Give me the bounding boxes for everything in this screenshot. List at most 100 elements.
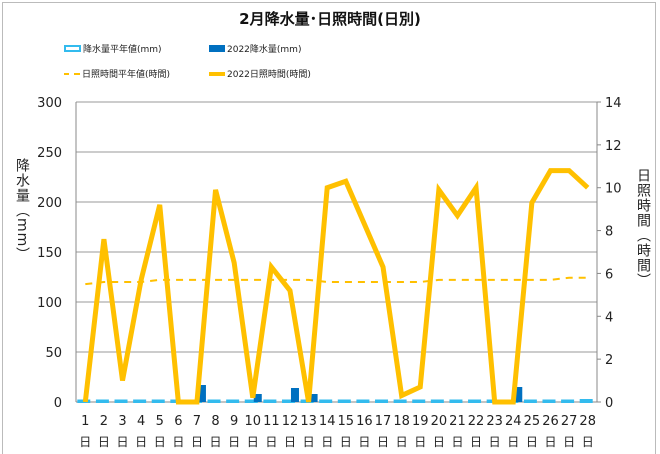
x-tick-suffix: 日: [154, 435, 166, 449]
y-right-tick-label: 10: [605, 182, 622, 197]
y-left-tick-label: 250: [37, 146, 62, 161]
bar-precip-normal: [226, 399, 240, 403]
x-tick-suffix: 日: [303, 435, 315, 449]
bar-precip-2022: [253, 394, 262, 402]
x-tick-label: 12: [282, 414, 299, 429]
x-tick-suffix: 日: [284, 435, 296, 449]
x-tick-suffix: 日: [321, 435, 333, 449]
x-tick-suffix: 日: [470, 435, 482, 449]
x-tick-suffix: 日: [340, 435, 352, 449]
x-tick-label: 21: [449, 414, 466, 429]
x-tick-label: 19: [412, 414, 429, 429]
x-tick-label: 10: [244, 414, 261, 429]
x-tick-label: 13: [300, 414, 317, 429]
y-right-tick-label: 8: [605, 225, 613, 240]
bar-precip-normal: [579, 399, 593, 403]
x-tick-label: 17: [375, 414, 392, 429]
x-tick-suffix: 日: [247, 435, 259, 449]
x-tick-suffix: 日: [451, 435, 463, 449]
x-tick-suffix: 日: [172, 435, 184, 449]
x-tick-suffix: 日: [135, 435, 147, 449]
x-tick-label: 3: [118, 414, 126, 429]
x-tick-label: 25: [524, 414, 541, 429]
legend-item-precip-2022: 2022降水量(mm): [209, 42, 301, 55]
bar-precip-normal: [393, 399, 407, 403]
x-tick-label: 23: [486, 414, 503, 429]
x-tick-label: 28: [579, 414, 596, 429]
legend-swatch: [209, 71, 225, 76]
y-right-tick-label: 6: [605, 267, 613, 282]
bar-precip-normal: [412, 399, 426, 403]
bar-precip-normal: [356, 399, 370, 403]
bar-precip-normal: [542, 399, 556, 403]
x-tick-suffix: 日: [358, 435, 370, 449]
y-left-tick-label: 200: [37, 196, 62, 211]
x-tick-suffix: 日: [396, 435, 408, 449]
x-tick-label: 22: [468, 414, 485, 429]
x-tick-suffix: 日: [117, 435, 129, 449]
legend-swatch: [64, 45, 81, 52]
x-tick-label: 14: [319, 414, 336, 429]
bar-precip-normal: [449, 399, 463, 403]
legend-swatch: [209, 45, 225, 52]
x-tick-label: 26: [542, 414, 559, 429]
legend-label: 日照時間平年値(時間): [82, 70, 171, 80]
y-right-tick-label: 14: [605, 96, 622, 111]
legend-label: 降水量平年値(mm): [83, 45, 162, 55]
x-tick-label: 15: [338, 414, 355, 429]
x-tick-label: 8: [211, 414, 219, 429]
x-tick-label: 4: [137, 414, 145, 429]
bar-precip-normal: [151, 399, 165, 403]
legend-label: 2022降水量(mm): [227, 45, 302, 55]
x-tick-suffix: 日: [433, 435, 445, 449]
bar-precip-normal: [337, 399, 351, 403]
x-tick-suffix: 日: [544, 435, 556, 449]
x-tick-label: 27: [561, 414, 578, 429]
bar-precip-normal: [207, 399, 221, 403]
y-right-tick-label: 12: [605, 139, 622, 154]
y-left-tick-label: 150: [37, 246, 62, 261]
x-tick-suffix: 日: [265, 435, 277, 449]
bar-precip-normal: [523, 399, 537, 403]
y-right-tick-label: 4: [605, 310, 613, 325]
y-axis-left-label: 降水量（mm）: [14, 158, 30, 263]
chart-title: 2月降水量･日照時間(日別): [239, 10, 421, 28]
x-tick-label: 1: [81, 414, 89, 429]
x-tick-label: 20: [431, 414, 448, 429]
bar-precip-normal: [263, 399, 277, 403]
x-tick-label: 11: [263, 414, 280, 429]
x-tick-suffix: 日: [582, 435, 594, 449]
x-tick-suffix: 日: [191, 435, 203, 449]
y-right-tick-label: 0: [605, 396, 613, 411]
x-tick-suffix: 日: [489, 435, 501, 449]
x-tick-label: 5: [156, 414, 164, 429]
legend-label: 2022日照時間(時間): [227, 70, 311, 80]
x-tick-label: 16: [356, 414, 373, 429]
x-tick-suffix: 日: [563, 435, 575, 449]
bar-precip-normal: [133, 399, 147, 403]
x-tick-label: 24: [505, 414, 522, 429]
y-left-tick-label: 300: [37, 96, 62, 111]
y-left-tick-label: 0: [54, 396, 62, 411]
line-sunshine-2022: [82, 168, 590, 405]
x-tick-suffix: 日: [377, 435, 389, 449]
x-tick-label: 2: [100, 414, 108, 429]
x-tick-label: 7: [193, 414, 201, 429]
bar-precip-normal: [114, 399, 128, 403]
bar-precip-normal: [561, 399, 575, 403]
x-tick-label: 6: [174, 414, 182, 429]
bar-precip-2022: [309, 394, 318, 402]
x-tick-suffix: 日: [210, 435, 222, 449]
y-right-tick-label: 2: [605, 353, 613, 368]
y-left-tick-label: 50: [45, 346, 62, 361]
legend-item-sun-normal: 日照時間平年値(時間): [64, 67, 170, 80]
legend-item-sun-2022: 2022日照時間(時間): [209, 67, 311, 80]
x-tick-suffix: 日: [228, 435, 240, 449]
bar-precip-normal: [95, 399, 109, 403]
line-sunshine-normal: [85, 276, 588, 286]
legend-item-precip-normal: 降水量平年値(mm): [64, 42, 162, 55]
bar-precip-normal: [468, 399, 482, 403]
